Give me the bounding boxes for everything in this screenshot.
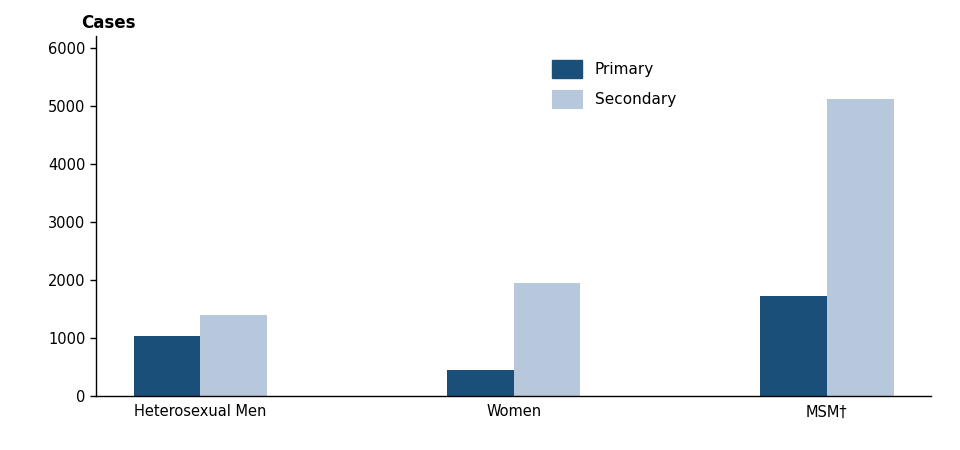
Text: Cases: Cases	[82, 14, 136, 32]
Legend: Primary, Secondary: Primary, Secondary	[542, 51, 685, 117]
Bar	[514, 283, 581, 396]
Bar	[201, 315, 267, 396]
Bar	[760, 296, 827, 396]
Bar	[133, 336, 201, 396]
Bar	[446, 370, 514, 396]
Bar	[827, 99, 894, 396]
